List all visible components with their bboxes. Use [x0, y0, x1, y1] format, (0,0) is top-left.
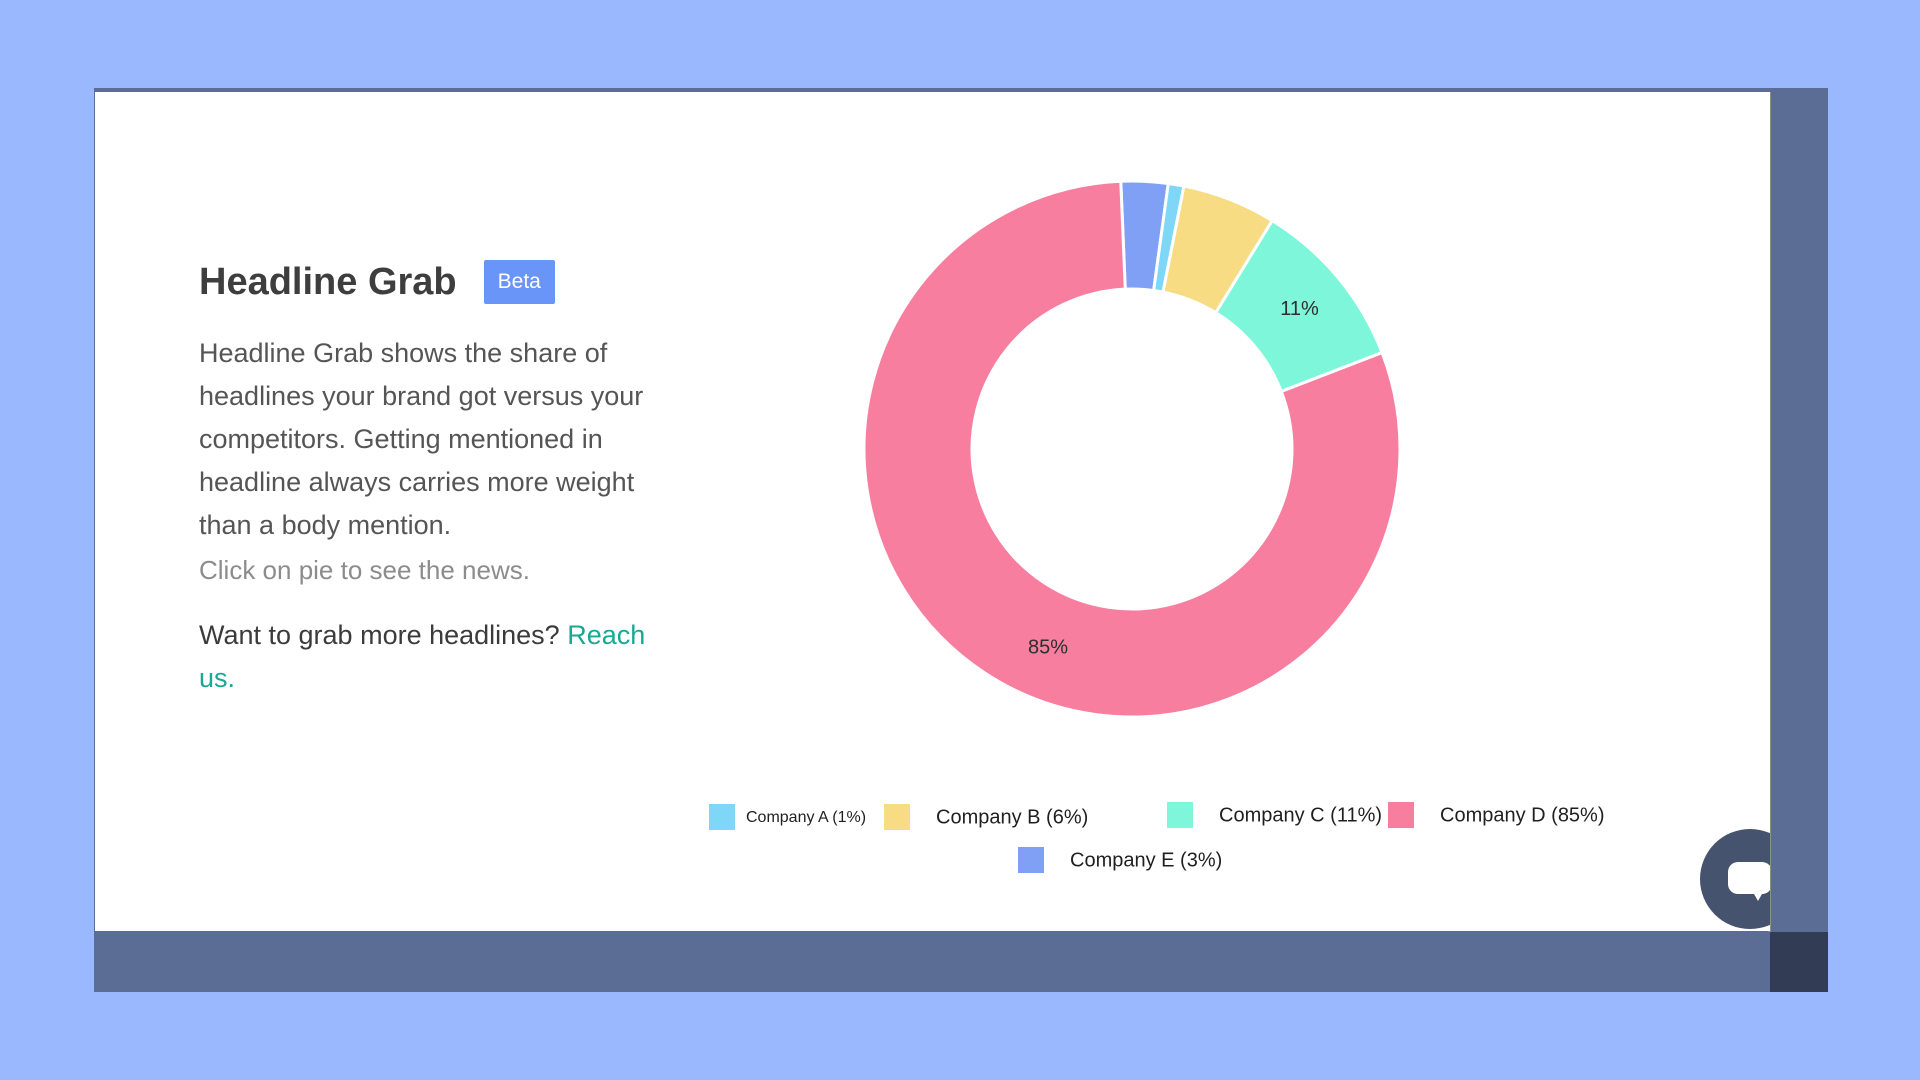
donut-slice[interactable]: [862, 179, 1402, 719]
description-text: Headline Grab shows the share of headlin…: [199, 338, 644, 540]
legend-swatch: [884, 804, 910, 830]
legend-label: Company B (6%): [936, 806, 1088, 828]
legend-label: Company A (1%): [746, 809, 866, 826]
legend-item[interactable]: Company A (1%): [709, 804, 866, 830]
slice-value-label: 85%: [1028, 636, 1068, 658]
slice-value-label: 11%: [1280, 298, 1319, 320]
legend-item[interactable]: Company B (6%): [884, 804, 1088, 830]
chart-slices[interactable]: [862, 179, 1402, 719]
chart-slice-labels: 11% 85%: [1028, 298, 1319, 658]
headline-grab-card: Headline Grab Beta Headline Grab shows t…: [95, 92, 1770, 931]
legend-item[interactable]: Company D (85%): [1388, 802, 1605, 828]
chart-legend[interactable]: Company A (1%) Company B (6%) Company C (1…: [709, 802, 1605, 873]
page-title: Headline Grab: [199, 260, 457, 303]
legend-swatch: [709, 804, 735, 830]
legend-swatch: [1018, 847, 1044, 873]
intro-column: Headline Grab Beta Headline Grab shows t…: [199, 252, 679, 700]
legend-label: Company D (85%): [1440, 804, 1605, 826]
scrollbar-corner: [1770, 932, 1828, 992]
chat-bubble-tail: [1750, 887, 1766, 901]
legend-swatch: [1388, 802, 1414, 828]
legend-label: Company E (3%): [1070, 849, 1222, 871]
beta-badge: Beta: [483, 260, 555, 304]
cta-text: Want to grab more headlines? Reach us.: [199, 614, 679, 700]
legend-label: Company C (11%): [1219, 804, 1382, 826]
reach-us-link[interactable]: Reach us.: [199, 620, 646, 693]
cta-prompt: Want to grab more headlines?: [199, 620, 560, 650]
legend-swatch: [1167, 802, 1193, 828]
headline-share-donut-chart[interactable]: 11%85% Company A (1%) Company B (6%) Compa…: [95, 92, 1770, 931]
hint-text: Click on pie to see the news.: [199, 555, 530, 585]
legend-item[interactable]: Company E (3%): [1018, 847, 1222, 873]
title-row: Headline Grab Beta: [199, 252, 679, 312]
legend-item[interactable]: Company C (11%): [1167, 802, 1382, 828]
